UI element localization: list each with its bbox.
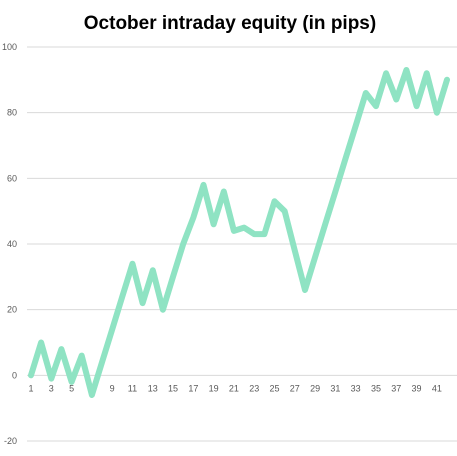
x-tick-label: 35 [371, 383, 381, 393]
x-tick-label: 3 [49, 383, 54, 393]
x-tick-label: 31 [330, 383, 340, 393]
x-tick-label: 5 [69, 383, 74, 393]
y-tick-label: 60 [7, 173, 17, 183]
y-tick-label: 80 [7, 108, 17, 118]
x-tick-label: 21 [229, 383, 239, 393]
x-tick-label: 33 [351, 383, 361, 393]
series-line [28, 67, 450, 398]
x-tick-label: 23 [249, 383, 259, 393]
x-tick-label: 29 [310, 383, 320, 393]
x-tick-label: 11 [128, 383, 137, 393]
y-tick-label: 100 [2, 42, 17, 52]
series-layer [28, 67, 450, 398]
chart-title: October intraday equity (in pips) [84, 13, 376, 34]
x-tick-label: 17 [188, 383, 198, 393]
x-tick-label: 39 [412, 383, 422, 393]
x-tick-label: 19 [209, 383, 219, 393]
x-tick-label: 27 [290, 383, 300, 393]
x-tick-label: 1 [28, 383, 33, 393]
x-tick-label: 15 [168, 383, 178, 393]
y-axis-tick-labels: -20 0 20 40 60 80 100 [2, 42, 17, 446]
y-tick-label: 40 [7, 239, 17, 249]
x-axis-tick-labels: 1 3 5 7 9 11 13 15 17 19 21 23 25 27 29 31 33 35 37 39 41 [28, 383, 441, 393]
x-tick-label: 37 [391, 383, 401, 393]
y-tick-label: -20 [4, 436, 17, 446]
y-tick-label: 0 [12, 370, 17, 380]
x-tick-label: 41 [432, 383, 442, 393]
x-tick-label: 25 [270, 383, 280, 393]
y-tick-label: 20 [7, 305, 17, 315]
x-tick-label: 13 [148, 383, 158, 393]
x-tick-label: 9 [110, 383, 115, 393]
